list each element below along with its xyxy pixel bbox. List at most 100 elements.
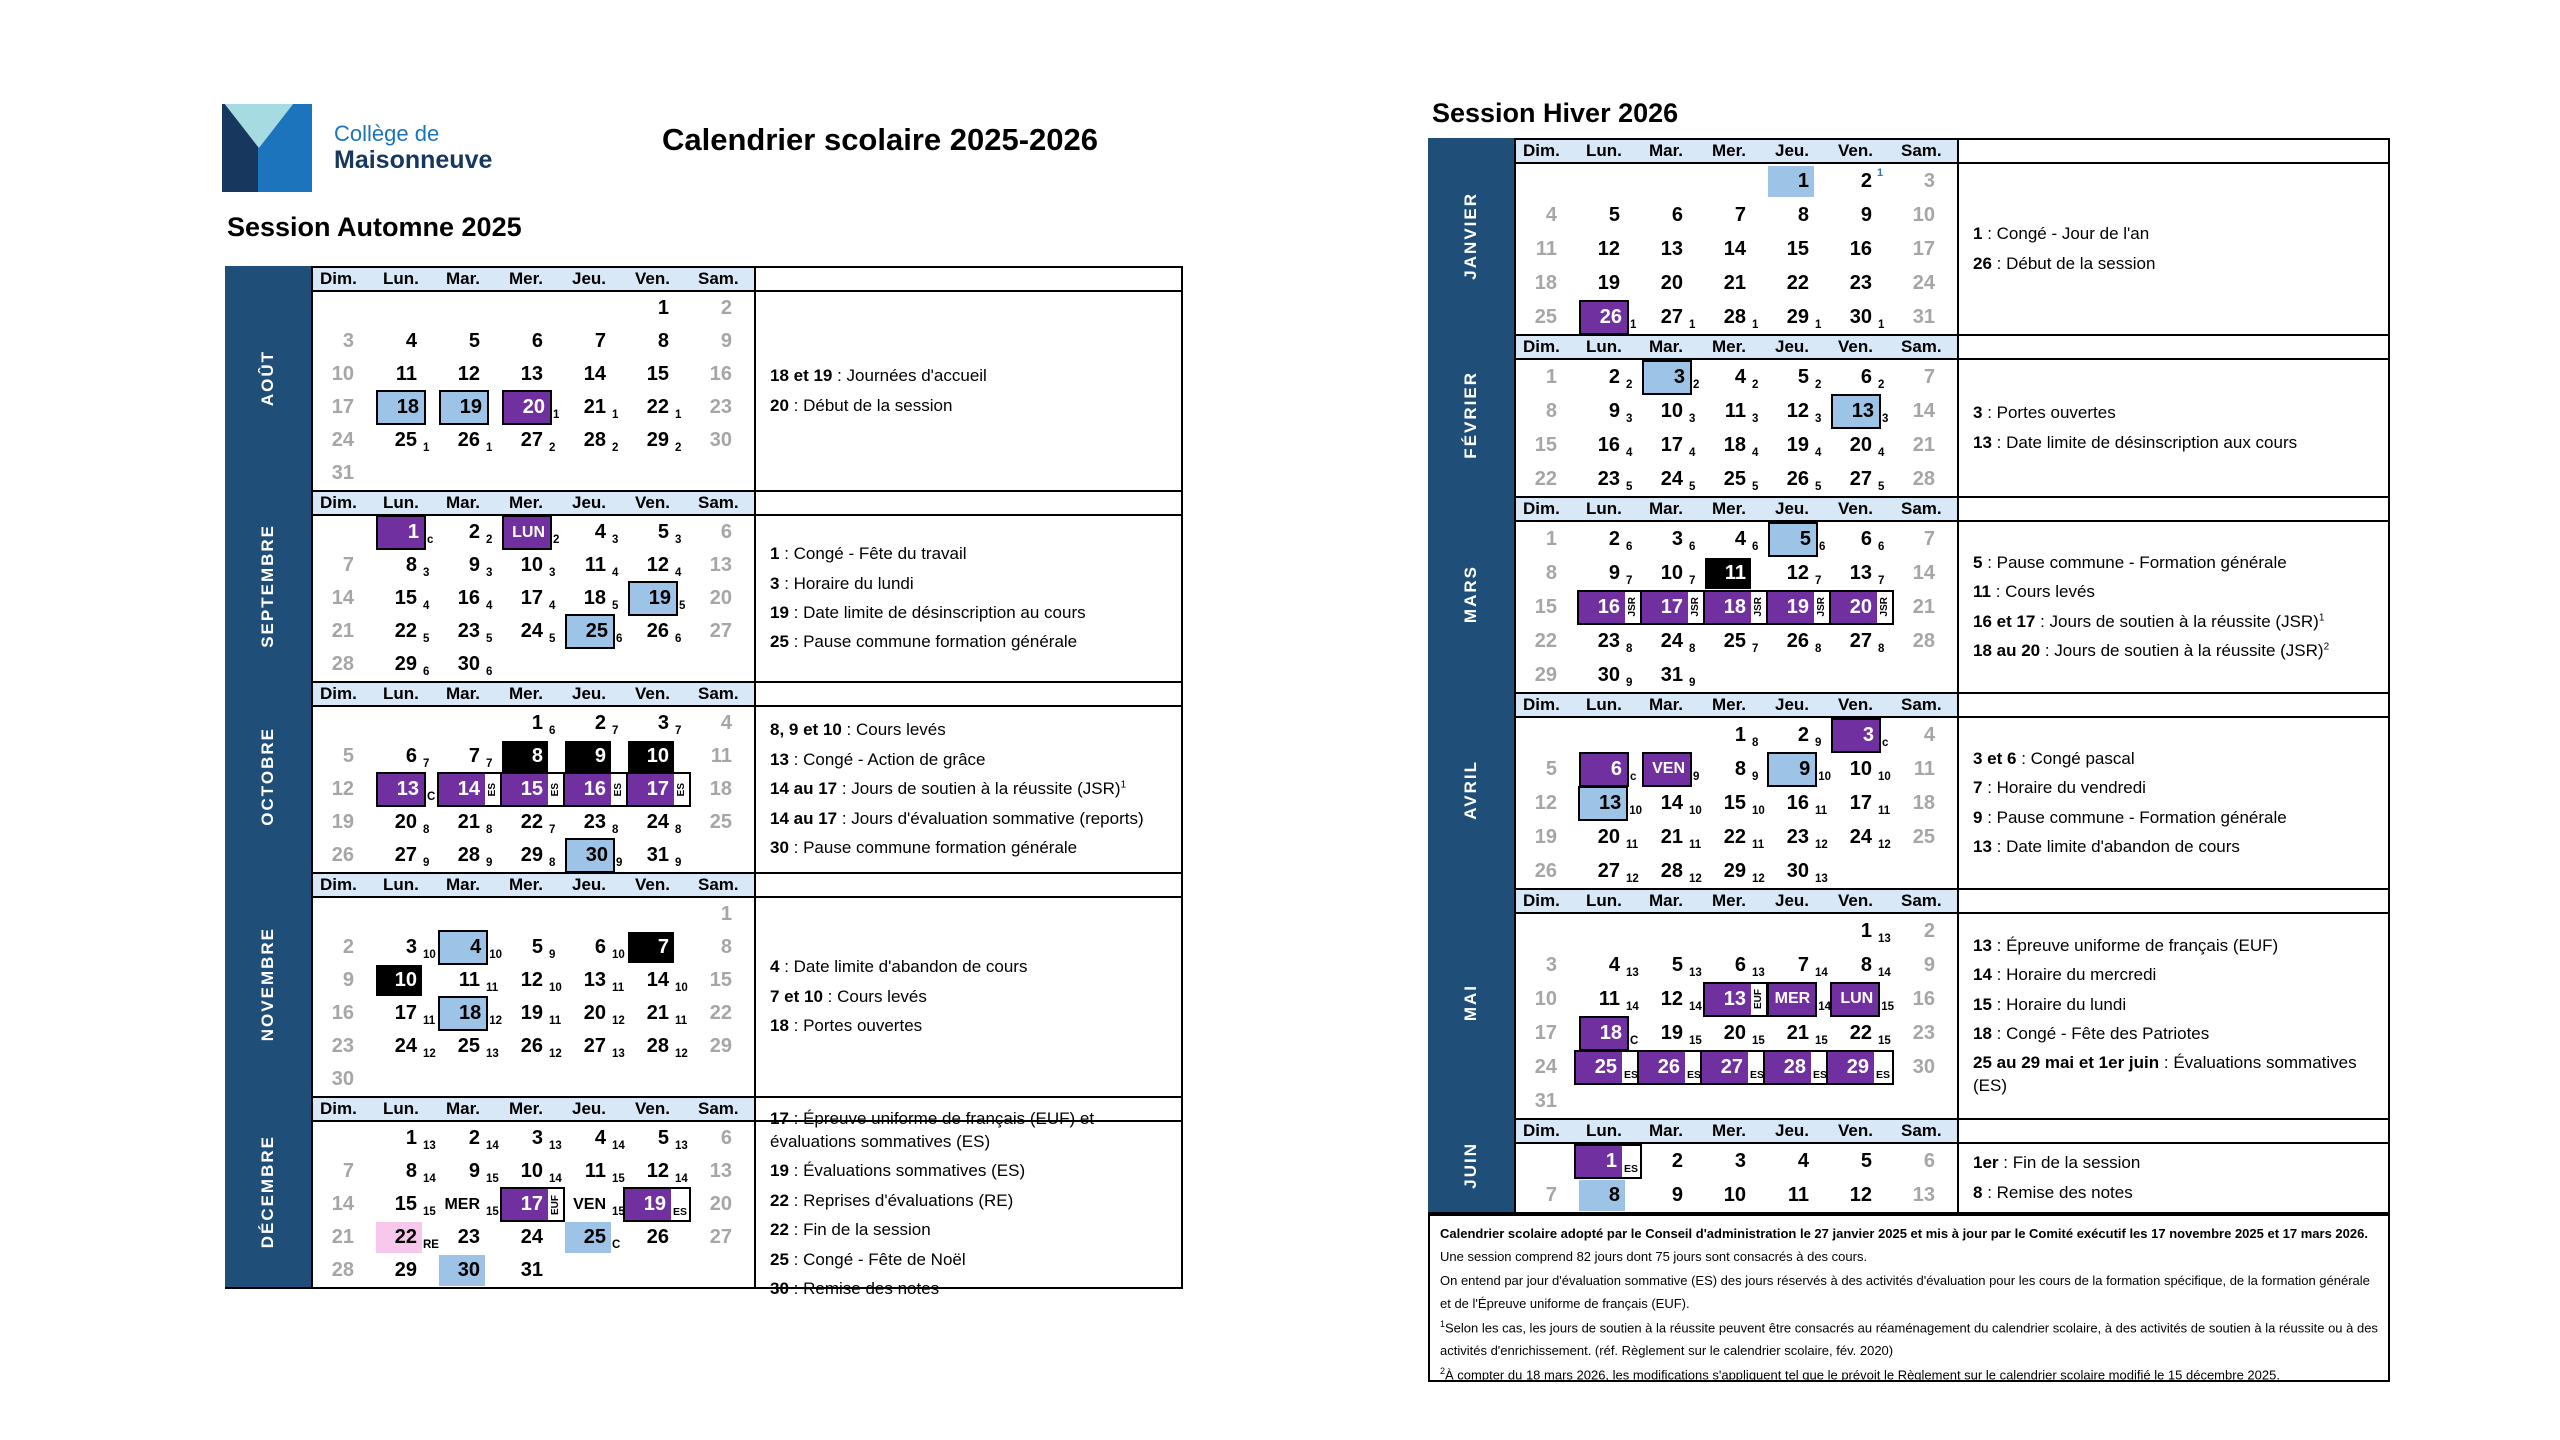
- day-cell: 21 8: [439, 806, 502, 839]
- notes-box: Calendrier scolaire adopté par le Consei…: [1428, 1214, 2390, 1382]
- day-number: 1: [1860, 919, 1872, 942]
- day-number: 26: [1786, 467, 1809, 490]
- legend-line: 19 : Date limite de désinscription au co…: [770, 603, 1086, 622]
- day-highlight-group: 13: [376, 772, 426, 807]
- day-number: 6: [1860, 527, 1872, 550]
- day-number: 6: [1923, 1149, 1935, 1172]
- weekday-header-cell: Dim.: [313, 266, 376, 292]
- day-subscript: 10: [423, 949, 436, 961]
- day-number: 8: [1545, 399, 1557, 422]
- day-number: 6: [720, 1127, 732, 1149]
- day-cell: 25 ES: [1574, 1049, 1642, 1085]
- month-label-band: FÉVRIER: [1428, 334, 1516, 496]
- day-subscript: [359, 1284, 376, 1287]
- day-number: 12: [1849, 1183, 1872, 1206]
- day-cell: 13 7: [1831, 556, 1894, 590]
- day-number: 27: [709, 1226, 732, 1248]
- day-subscript: 7: [486, 758, 493, 770]
- month-section-décembre: DÉCEMBRE Dim. Lun. Mar. Mer. Jeu. Ven. Sam. 1 13 2…: [225, 1096, 1183, 1298]
- day-number: 29: [520, 844, 543, 866]
- day-number: 9: [468, 554, 480, 576]
- day-number: 24: [1660, 629, 1683, 652]
- day-cell: 28: [313, 648, 376, 681]
- day-cell: [565, 457, 628, 490]
- day-number: 9: [1769, 753, 1816, 785]
- day-cell: 27 2: [502, 424, 565, 457]
- day-cell: 11: [1705, 556, 1768, 590]
- day-cell: 23: [439, 1221, 502, 1254]
- day-number: 29: [1828, 1051, 1874, 1083]
- day-number: 23: [457, 1226, 480, 1248]
- day-subscript: 8: [1752, 737, 1759, 749]
- weekday-header-cell: Jeu.: [1768, 888, 1831, 914]
- day-cell: 13: [502, 358, 565, 391]
- legend-line: 1 : Congé - Fête du travail: [770, 544, 967, 564]
- day-number: 20: [709, 1193, 732, 1215]
- day-subscript: 8: [1626, 643, 1633, 655]
- day-cell: 1: [1516, 360, 1579, 394]
- day-number: 10: [520, 1160, 543, 1182]
- day-cell: 5 13: [1642, 948, 1705, 982]
- day-number: 19: [1660, 1021, 1683, 1044]
- day-number: 3: [1671, 527, 1683, 550]
- day-subscript: 8: [549, 857, 556, 869]
- day-subscript: 1: [675, 409, 682, 421]
- day-number: 27: [394, 844, 417, 866]
- day-number: 3: [1833, 719, 1879, 751]
- weekday-header-cell: Mer.: [1705, 334, 1768, 360]
- day-number: 7: [468, 745, 480, 767]
- day-subscript: 5: [1752, 481, 1759, 493]
- day-cell: 17 JSR: [1640, 589, 1705, 625]
- weekday-header-cell: Ven.: [1831, 1118, 1894, 1144]
- legend-box: 3 : Portes ouvertes 13 : Date limite de d…: [1957, 360, 2390, 496]
- note-line: 1Selon les cas, les jours de soutien à l…: [1440, 1318, 2378, 1359]
- weekday-header-cell: Mer.: [1705, 888, 1768, 914]
- day-number: 25: [565, 1222, 611, 1253]
- day-cell: [1768, 914, 1831, 948]
- day-number: 5: [1860, 1149, 1872, 1172]
- day-cell: [376, 457, 439, 490]
- day-cell: 2: [1894, 914, 1957, 948]
- day-subscript: 9: [549, 949, 556, 961]
- day-cell: 16 11: [1768, 786, 1831, 820]
- month-label: MARS: [1461, 564, 1480, 624]
- day-subscript: 8: [612, 824, 619, 836]
- day-number: 21: [457, 811, 480, 833]
- day-highlight-group: VEN: [1642, 751, 1692, 787]
- day-cell: [691, 839, 754, 872]
- day-cell: 24 12: [376, 1030, 439, 1063]
- day-cell: 8 14: [376, 1155, 439, 1188]
- day-cell: [691, 1254, 754, 1287]
- day-cell: 21 11: [628, 997, 691, 1030]
- day-number: 5: [1797, 365, 1809, 388]
- day-cell: 9: [1894, 948, 1957, 982]
- day-subscript: 2: [1752, 379, 1759, 391]
- day-cell: [502, 292, 565, 325]
- day-subscript: 3: [1626, 413, 1633, 425]
- day-highlight-group: 1 ES: [1574, 1143, 1642, 1179]
- legend-header-spacer: [754, 490, 1183, 516]
- day-cell: 27: [691, 615, 754, 648]
- day-subscript: [1625, 1209, 1642, 1212]
- weekday-header-cell: Dim.: [1516, 692, 1579, 718]
- day-highlight-group: 20 JSR: [1829, 589, 1894, 625]
- day-highlight-group: 17 ES: [626, 772, 691, 807]
- day-subscript: 12: [675, 1048, 688, 1060]
- weekday-header-cell: Lun.: [1579, 888, 1642, 914]
- day-subscript: 9: [675, 857, 682, 869]
- month-label-band: JANVIER: [1428, 138, 1516, 334]
- day-number: 28: [1765, 1051, 1811, 1083]
- day-cell: 10 14: [502, 1155, 565, 1188]
- day-cell: 23 8: [1579, 624, 1642, 658]
- day-cell: 10 3: [502, 549, 565, 582]
- day-subscript: 6: [1819, 541, 1826, 553]
- day-subscript: 5: [486, 633, 493, 645]
- day-subscript: 11: [1689, 839, 1702, 851]
- day-cell: [1516, 1144, 1579, 1178]
- day-subscript: 6: [1689, 541, 1696, 553]
- day-subscript: 4: [1878, 447, 1885, 459]
- day-number: 16: [1849, 237, 1872, 260]
